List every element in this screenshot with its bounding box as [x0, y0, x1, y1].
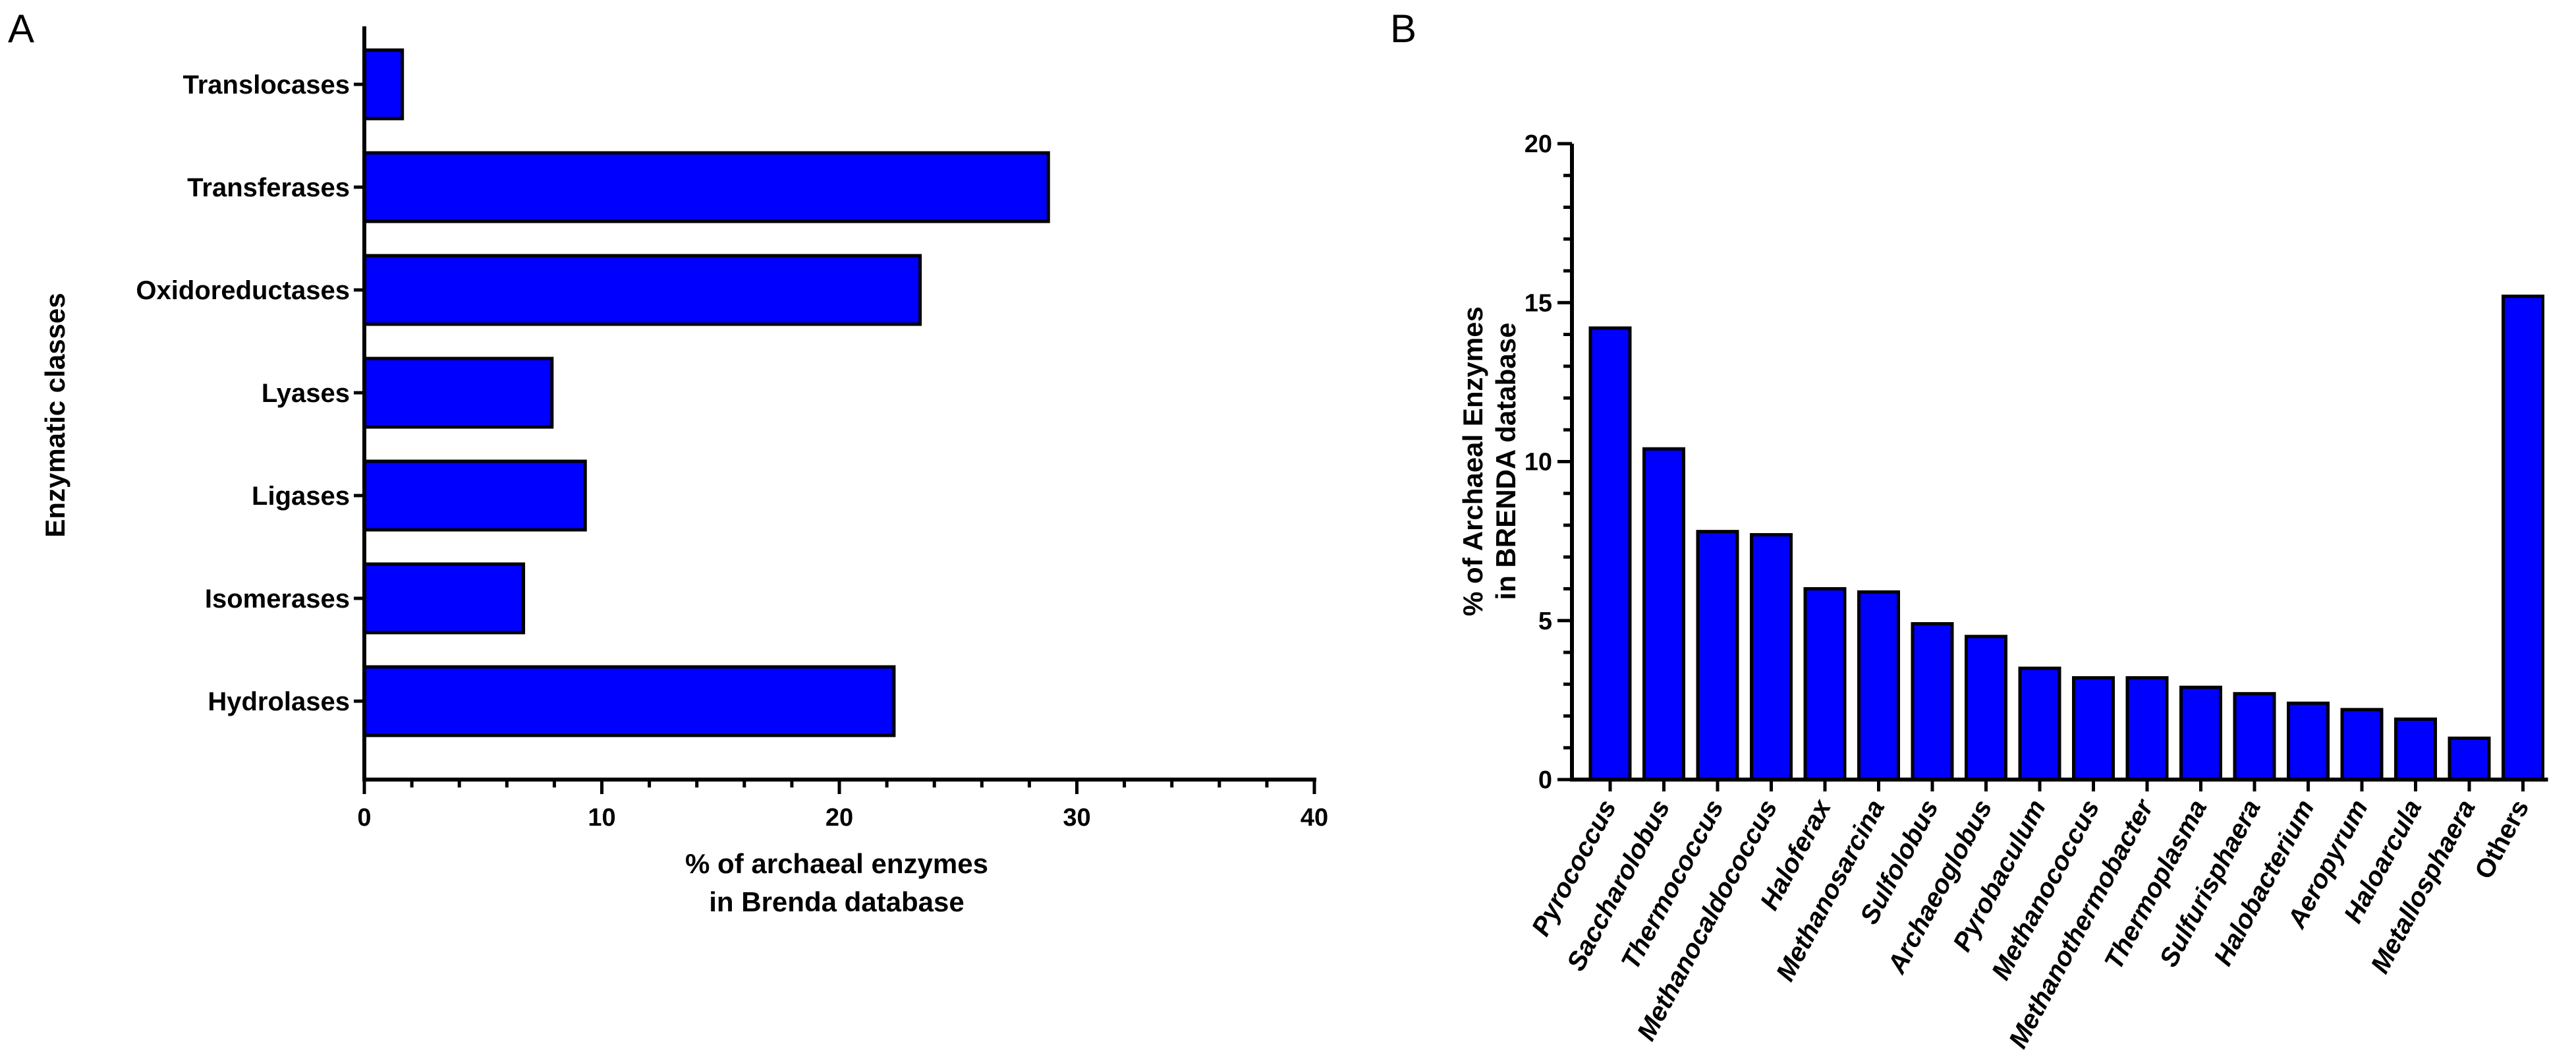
y-tick-label-isomerases: Isomerases [205, 585, 350, 614]
y-tick-label-5: 5 [1538, 608, 1552, 635]
x-axis-title-a-line2: in Brenda database [709, 886, 964, 917]
panel-letter-b: B [1390, 7, 1416, 51]
x-axis-title-a-line1: % of archaeal enzymes [685, 848, 988, 879]
x-tick-label-10: 10 [588, 804, 615, 832]
bar-methanocaldococcus [1750, 532, 1793, 782]
bar-thermoplasma [2179, 685, 2222, 782]
y-tick-label-15: 15 [1525, 289, 1552, 317]
x-tick-label-40: 40 [1301, 804, 1328, 832]
chart-panel-b: B % of Archaeal Enzymes in BRENDA databa… [1390, 7, 2548, 1053]
y-tick-label-transferases: Transferases [187, 173, 350, 202]
bar-haloarcula [2394, 717, 2437, 782]
bar-sulfolobus [1911, 622, 1954, 782]
y-axis-title-b-line1: % of Archaeal Enzymes [1457, 306, 1488, 616]
y-tick-label-0: 0 [1538, 766, 1552, 794]
y-tick-label-20: 20 [1525, 130, 1552, 158]
bar-thermococcus [1696, 530, 1739, 782]
y-tick-label-lyases: Lyases [262, 379, 350, 408]
panel-letter-a: A [8, 7, 34, 51]
bar-ligases [362, 459, 587, 532]
bar-aeropyrum [2340, 708, 2384, 782]
bar-methanosarcina [1857, 590, 1900, 782]
bar-pyrococcus [1588, 326, 1632, 782]
x-tick-label-0: 0 [357, 804, 371, 832]
y-axis-title-b-line2: in BRENDA database [1490, 323, 1521, 600]
bar-archaeoglobus [1965, 635, 2007, 782]
bar-pyrobaculum [2018, 666, 2061, 782]
bar-transferases [362, 151, 1050, 223]
bar-lyases [362, 357, 554, 429]
y-tick-label-translocases: Translocases [183, 71, 350, 100]
y-tick-label-10: 10 [1525, 449, 1552, 476]
bar-halobacterium [2287, 701, 2330, 782]
bar-isomerases [362, 562, 526, 635]
y-tick-label-oxidoreductases: Oxidoreductases [136, 276, 350, 305]
y-axis-title-a: Enzymatic classes [40, 293, 70, 537]
bar-oxidoreductases [362, 254, 922, 326]
x-tick-label-30: 30 [1063, 804, 1090, 832]
bar-metallosphaera [2448, 736, 2491, 782]
bar-saccharolobus [1642, 447, 1685, 782]
bar-sulfurisphaera [2233, 692, 2276, 782]
chart-panel-a: A Enzymatic classes % of archaeal enzyme… [8, 7, 1328, 917]
y-tick-label-hydrolases: Hydrolases [208, 687, 350, 716]
bar-haloferax [1803, 587, 1847, 782]
bar-methanothermobacter [2125, 676, 2169, 782]
bar-methanococcus [2072, 676, 2115, 782]
bar-translocases [362, 48, 405, 121]
x-tick-label-20: 20 [826, 804, 853, 832]
bar-hydrolases [362, 665, 896, 737]
y-tick-label-ligases: Ligases [252, 482, 350, 511]
bar-others [2502, 295, 2544, 782]
